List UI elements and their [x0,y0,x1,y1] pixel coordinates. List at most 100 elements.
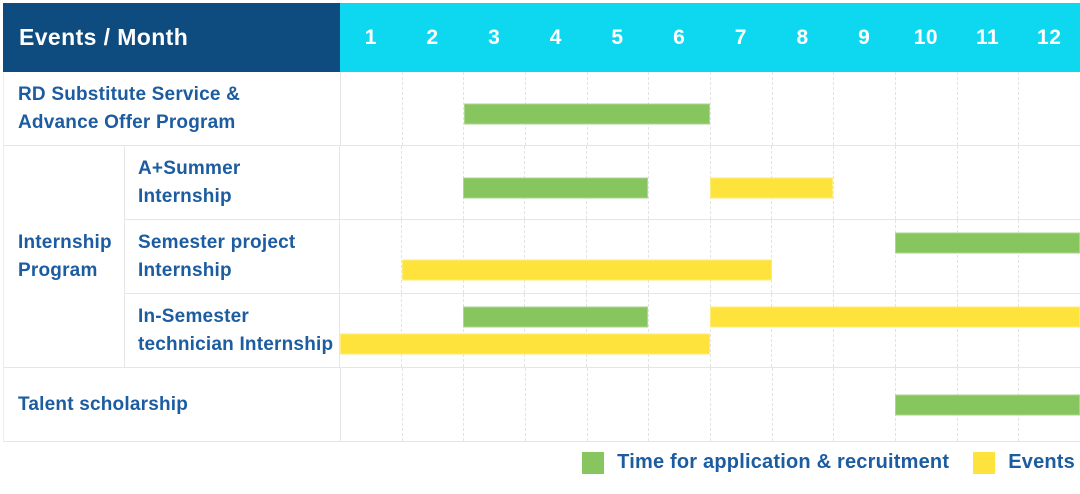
grid-column [462,294,525,367]
grid-column [771,294,833,367]
grid-column [462,220,525,293]
legend-label: Events [1008,451,1075,473]
grid-column [340,294,401,367]
grid-column [894,294,957,367]
gantt-bar-application [463,177,649,199]
schedule-row: Semester project Internship [125,220,1080,294]
grid-columns [341,72,1080,145]
grid-column [463,72,525,145]
grid-column [524,220,586,293]
row-label-line: technician Internship [138,333,334,355]
grid-column [894,146,957,219]
grid-column [833,368,895,441]
grid-column [771,368,834,441]
grid-column [833,72,895,145]
grid-columns [340,294,1080,367]
grid-column [525,368,587,441]
grid-column [401,72,464,145]
grid-column [833,220,895,293]
gantt-bar-application [895,232,1080,254]
gantt-bar-application [463,306,649,328]
grid-column [709,146,772,219]
schedule-row: Talent scholarship [4,368,1080,442]
row-label: In-Semester technician Internship [125,294,340,367]
grid-column [771,72,834,145]
month-label: 1 [364,25,377,49]
grid-column [956,294,1019,367]
grid-column [1018,146,1080,219]
row-timeline [340,146,1080,219]
group-label-line: Program [18,259,98,281]
row-label-line: RD Substitute Service & [18,83,241,105]
grid-column [956,72,1019,145]
grid-column [400,294,463,367]
grid-column [341,72,402,145]
month-label: 11 [975,25,1000,49]
month-label: 7 [734,25,747,49]
grid-column [586,220,648,293]
legend-item: Time for application & recruitment [582,451,949,474]
grid-column [710,368,772,441]
month-label: 2 [426,25,439,49]
row-label: Talent scholarship [4,368,341,441]
month-label: 9 [858,25,871,49]
row-timeline [340,294,1080,367]
grid-column [524,294,586,367]
grid-column [586,368,649,441]
grid-column [956,146,1019,219]
gantt-bar-application [895,394,1080,415]
grid-column [647,146,710,219]
schedule-row: A+Summer Internship [125,146,1080,220]
row-timeline [341,72,1080,145]
month-header: 1 2 3 4 5 6 7 8 9 10 11 12 [340,3,1080,72]
grid-column [894,220,957,293]
row-label-line: Advance Offer Program [18,111,236,133]
table-header-row: Events / Month 1 2 3 4 5 6 7 8 9 10 11 12 [3,3,1080,72]
gantt-bar-application [464,103,711,125]
legend-item: Events [973,451,1075,474]
row-label: A+Summer Internship [125,146,340,219]
gantt-bar-event [401,259,772,281]
group-rows: A+Summer Internship Semester project Intern… [125,146,1080,368]
gantt-table: Events / Month 1 2 3 4 5 6 7 8 9 10 11 12 RD Substi… [3,3,1080,442]
grid-column [400,146,463,219]
row-label-line: Semester project [138,231,296,253]
row-label-line: A+Summer [138,157,241,179]
group-label: Internship Program [4,146,125,368]
row-label: RD Substitute Service & Advance Offer Pro… [4,72,341,145]
grid-column [647,220,710,293]
grid-column [341,368,402,441]
grid-column [586,294,648,367]
schedule-row: In-Semester technician Internship [125,294,1080,368]
legend: Time for application & recruitment Events [582,451,1075,474]
row-timeline [341,368,1080,441]
grid-columns [340,220,1080,293]
grid-column [647,294,710,367]
grid-column [340,220,401,293]
schedule-row: RD Substitute Service & Advance Offer Pro… [4,72,1080,146]
gantt-bar-event [710,306,1080,328]
grid-column [1018,72,1080,145]
row-group: Internship Program A+Summer Internship Semes… [4,146,1080,368]
gantt-bar-event [710,177,834,199]
grid-column [833,146,895,219]
grid-column [771,220,833,293]
row-label-line: Internship [138,185,232,207]
grid-column [956,220,1019,293]
group-label-line: Internship [18,231,112,253]
grid-column [648,368,710,441]
legend-label: Time for application & recruitment [617,451,950,473]
month-label: 10 [913,25,939,49]
month-label: 5 [611,25,624,49]
row-timeline [340,220,1080,293]
grid-column [1018,294,1080,367]
gantt-bar-event [340,333,710,355]
grid-column [709,220,772,293]
month-label: 8 [796,25,809,49]
table-body: RD Substitute Service & Advance Offer Pro… [3,72,1080,442]
grid-column [895,72,957,145]
month-label: 12 [1037,25,1062,49]
row-label: Semester project Internship [125,220,340,293]
legend-swatch-event [973,451,996,474]
